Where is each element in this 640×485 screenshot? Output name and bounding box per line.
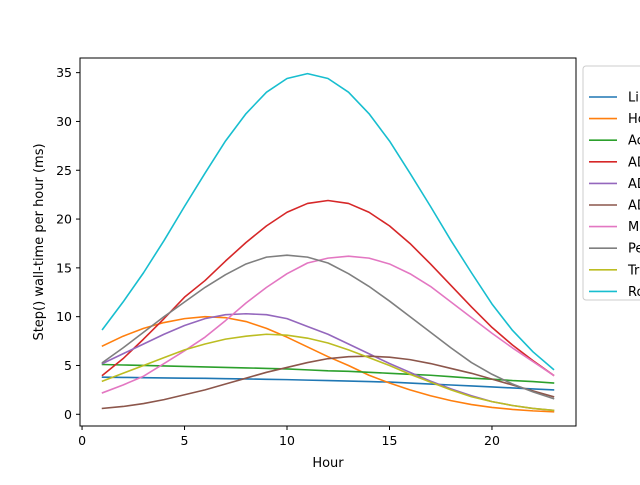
series-line-9 [101, 72, 555, 371]
y-tick-label: 30 [56, 114, 72, 129]
legend: Li Ho Ac AD AD AD M Pe Tr Ro [582, 65, 640, 301]
y-axis-label: Step() wall-time per hour (ms) [32, 143, 47, 340]
series-line-0 [101, 376, 555, 391]
legend-label-1: Ho [628, 112, 640, 127]
y-axis-ticks: 0 5 10 15 20 25 30 35 [56, 65, 80, 422]
x-tick-label: 10 [279, 433, 295, 448]
x-tick-label: 20 [484, 433, 500, 448]
x-tick-label: 5 [181, 433, 189, 448]
legend-label-0: Li [628, 91, 639, 106]
y-tick-label: 20 [56, 212, 72, 227]
y-tick-label: 10 [56, 309, 72, 324]
y-tick-label: 35 [56, 65, 72, 80]
y-tick-label: 0 [64, 407, 72, 422]
legend-label-2: Ac [628, 134, 640, 149]
series-line-2 [101, 363, 555, 384]
x-axis-label: Hour [312, 456, 344, 471]
series-lines [101, 72, 555, 413]
legend-label-5: AD [628, 199, 640, 214]
legend-label-4: AD [628, 177, 640, 192]
legend-label-8: Tr [627, 263, 640, 278]
series-line-8 [101, 333, 555, 412]
x-axis-ticks: 0 5 10 15 20 [78, 426, 500, 448]
legend-label-3: AD [628, 155, 640, 170]
series-line-7 [101, 254, 555, 400]
y-tick-label: 25 [56, 163, 72, 178]
x-tick-label: 15 [382, 433, 398, 448]
y-tick-label: 15 [56, 260, 72, 275]
series-line-5 [101, 355, 555, 410]
series-line-6 [101, 255, 555, 394]
series-line-3 [101, 199, 555, 377]
plot-frame-border [79, 57, 577, 427]
x-tick-label: 0 [78, 433, 86, 448]
series-line-1 [101, 315, 555, 413]
y-tick-label: 5 [64, 358, 72, 373]
legend-label-7: Pe [628, 242, 640, 257]
legend-label-6: M [628, 220, 639, 235]
legend-label-9: Ro [628, 285, 640, 300]
